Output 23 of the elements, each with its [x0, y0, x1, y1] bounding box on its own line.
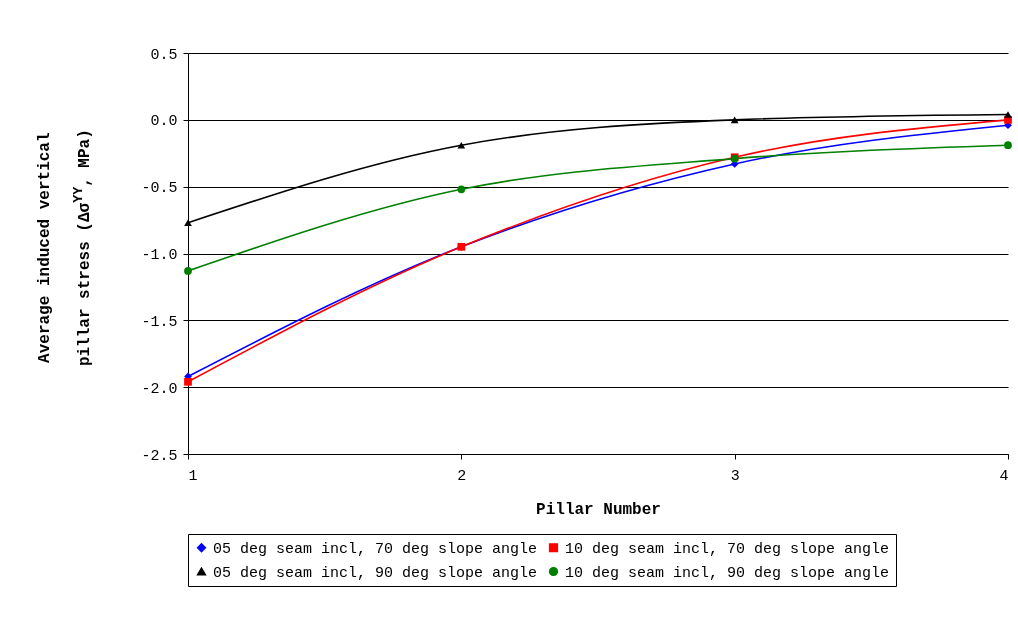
legend-label: 10 deg seam incl, 90 deg slope angle: [565, 564, 890, 582]
y-tick-label: 0.5: [150, 46, 178, 64]
y-tick-label: -0.5: [141, 180, 178, 198]
y-tick-label: -1.0: [141, 247, 178, 264]
legend-label: 05 deg seam incl, 70 deg slope angle: [213, 540, 538, 558]
point: [1004, 141, 1012, 150]
x-axis-title: Pillar Number: [536, 500, 661, 519]
y-tick-label: -2.5: [141, 447, 178, 465]
x-tick-label: 3: [730, 467, 740, 485]
y-tick-label: -2.0: [141, 380, 178, 398]
legend-label: 05 deg seam incl, 90 deg slope angle: [213, 564, 538, 582]
x-tick-label: 1: [188, 467, 198, 485]
x-tick-label: 2: [457, 467, 467, 485]
point: [457, 141, 466, 149]
point: [457, 185, 466, 194]
y-tick-label: 0.0: [150, 113, 178, 131]
point: [730, 116, 739, 124]
point: [184, 219, 192, 227]
point: [1004, 111, 1012, 118]
x-tick-label: 4: [999, 467, 1009, 485]
point: [184, 267, 192, 275]
legend-label: 10 deg seam incl, 70 deg slope angle: [565, 540, 890, 558]
y-tick-label: -1.5: [141, 313, 178, 331]
